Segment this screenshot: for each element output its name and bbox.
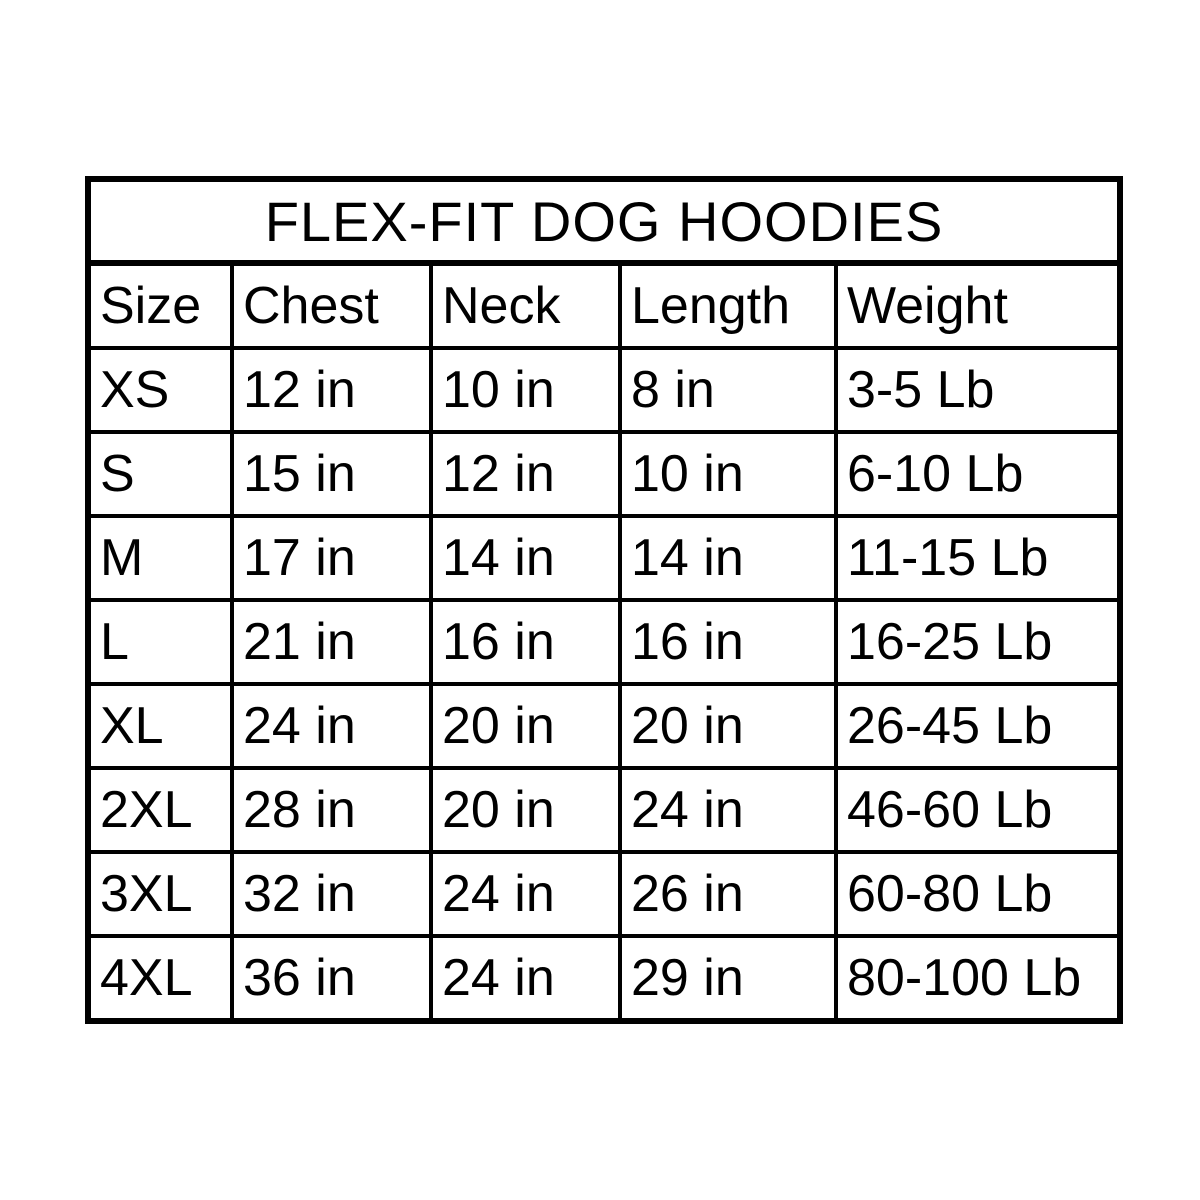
cell-chest: 15 in	[230, 430, 433, 518]
cell-size: S	[86, 430, 234, 518]
cell-weight: 11-15 Lb	[834, 514, 1122, 602]
cell-chest: 21 in	[230, 598, 433, 686]
cell-weight: 16-25 Lb	[834, 598, 1122, 686]
header-row: Size Chest Neck Length Weight	[86, 261, 1122, 350]
table-title: FLEX-FIT DOG HOODIES	[86, 177, 1122, 266]
table-row-2xl: 2XL 28 in 20 in 24 in 46-60 Lb	[86, 766, 1122, 854]
size-chart-table: FLEX-FIT DOG HOODIES Size Chest Neck Len…	[85, 176, 1123, 1024]
cell-neck: 14 in	[429, 514, 622, 602]
cell-size: L	[86, 598, 234, 686]
cell-size: M	[86, 514, 234, 602]
cell-weight: 60-80 Lb	[834, 850, 1122, 938]
cell-size: 4XL	[86, 934, 234, 1023]
cell-weight: 6-10 Lb	[834, 430, 1122, 518]
cell-weight: 46-60 Lb	[834, 766, 1122, 854]
cell-chest: 24 in	[230, 682, 433, 770]
cell-neck: 20 in	[429, 682, 622, 770]
cell-weight: 26-45 Lb	[834, 682, 1122, 770]
cell-length: 14 in	[618, 514, 838, 602]
col-header-length: Length	[618, 261, 838, 350]
cell-chest: 12 in	[230, 346, 433, 434]
table-row-m: M 17 in 14 in 14 in 11-15 Lb	[86, 514, 1122, 602]
table-row-xs: XS 12 in 10 in 8 in 3-5 Lb	[86, 346, 1122, 434]
cell-weight: 80-100 Lb	[834, 934, 1122, 1023]
table-row-l: L 21 in 16 in 16 in 16-25 Lb	[86, 598, 1122, 686]
cell-length: 8 in	[618, 346, 838, 434]
cell-length: 24 in	[618, 766, 838, 854]
cell-neck: 20 in	[429, 766, 622, 854]
cell-size: XL	[86, 682, 234, 770]
cell-neck: 24 in	[429, 850, 622, 938]
col-header-neck: Neck	[429, 261, 622, 350]
col-header-chest: Chest	[230, 261, 433, 350]
cell-size: 2XL	[86, 766, 234, 854]
table-row-4xl: 4XL 36 in 24 in 29 in 80-100 Lb	[86, 934, 1122, 1023]
cell-length: 16 in	[618, 598, 838, 686]
cell-length: 29 in	[618, 934, 838, 1023]
cell-chest: 36 in	[230, 934, 433, 1023]
cell-length: 26 in	[618, 850, 838, 938]
col-header-weight: Weight	[834, 261, 1122, 350]
cell-chest: 32 in	[230, 850, 433, 938]
cell-neck: 16 in	[429, 598, 622, 686]
cell-chest: 17 in	[230, 514, 433, 602]
title-row: FLEX-FIT DOG HOODIES	[86, 177, 1122, 266]
cell-length: 10 in	[618, 430, 838, 518]
table-row-s: S 15 in 12 in 10 in 6-10 Lb	[86, 430, 1122, 518]
cell-size: 3XL	[86, 850, 234, 938]
cell-neck: 24 in	[429, 934, 622, 1023]
cell-neck: 12 in	[429, 430, 622, 518]
cell-weight: 3-5 Lb	[834, 346, 1122, 434]
col-header-size: Size	[86, 261, 234, 350]
cell-size: XS	[86, 346, 234, 434]
cell-chest: 28 in	[230, 766, 433, 854]
cell-neck: 10 in	[429, 346, 622, 434]
table-row-3xl: 3XL 32 in 24 in 26 in 60-80 Lb	[86, 850, 1122, 938]
table-row-xl: XL 24 in 20 in 20 in 26-45 Lb	[86, 682, 1122, 770]
cell-length: 20 in	[618, 682, 838, 770]
